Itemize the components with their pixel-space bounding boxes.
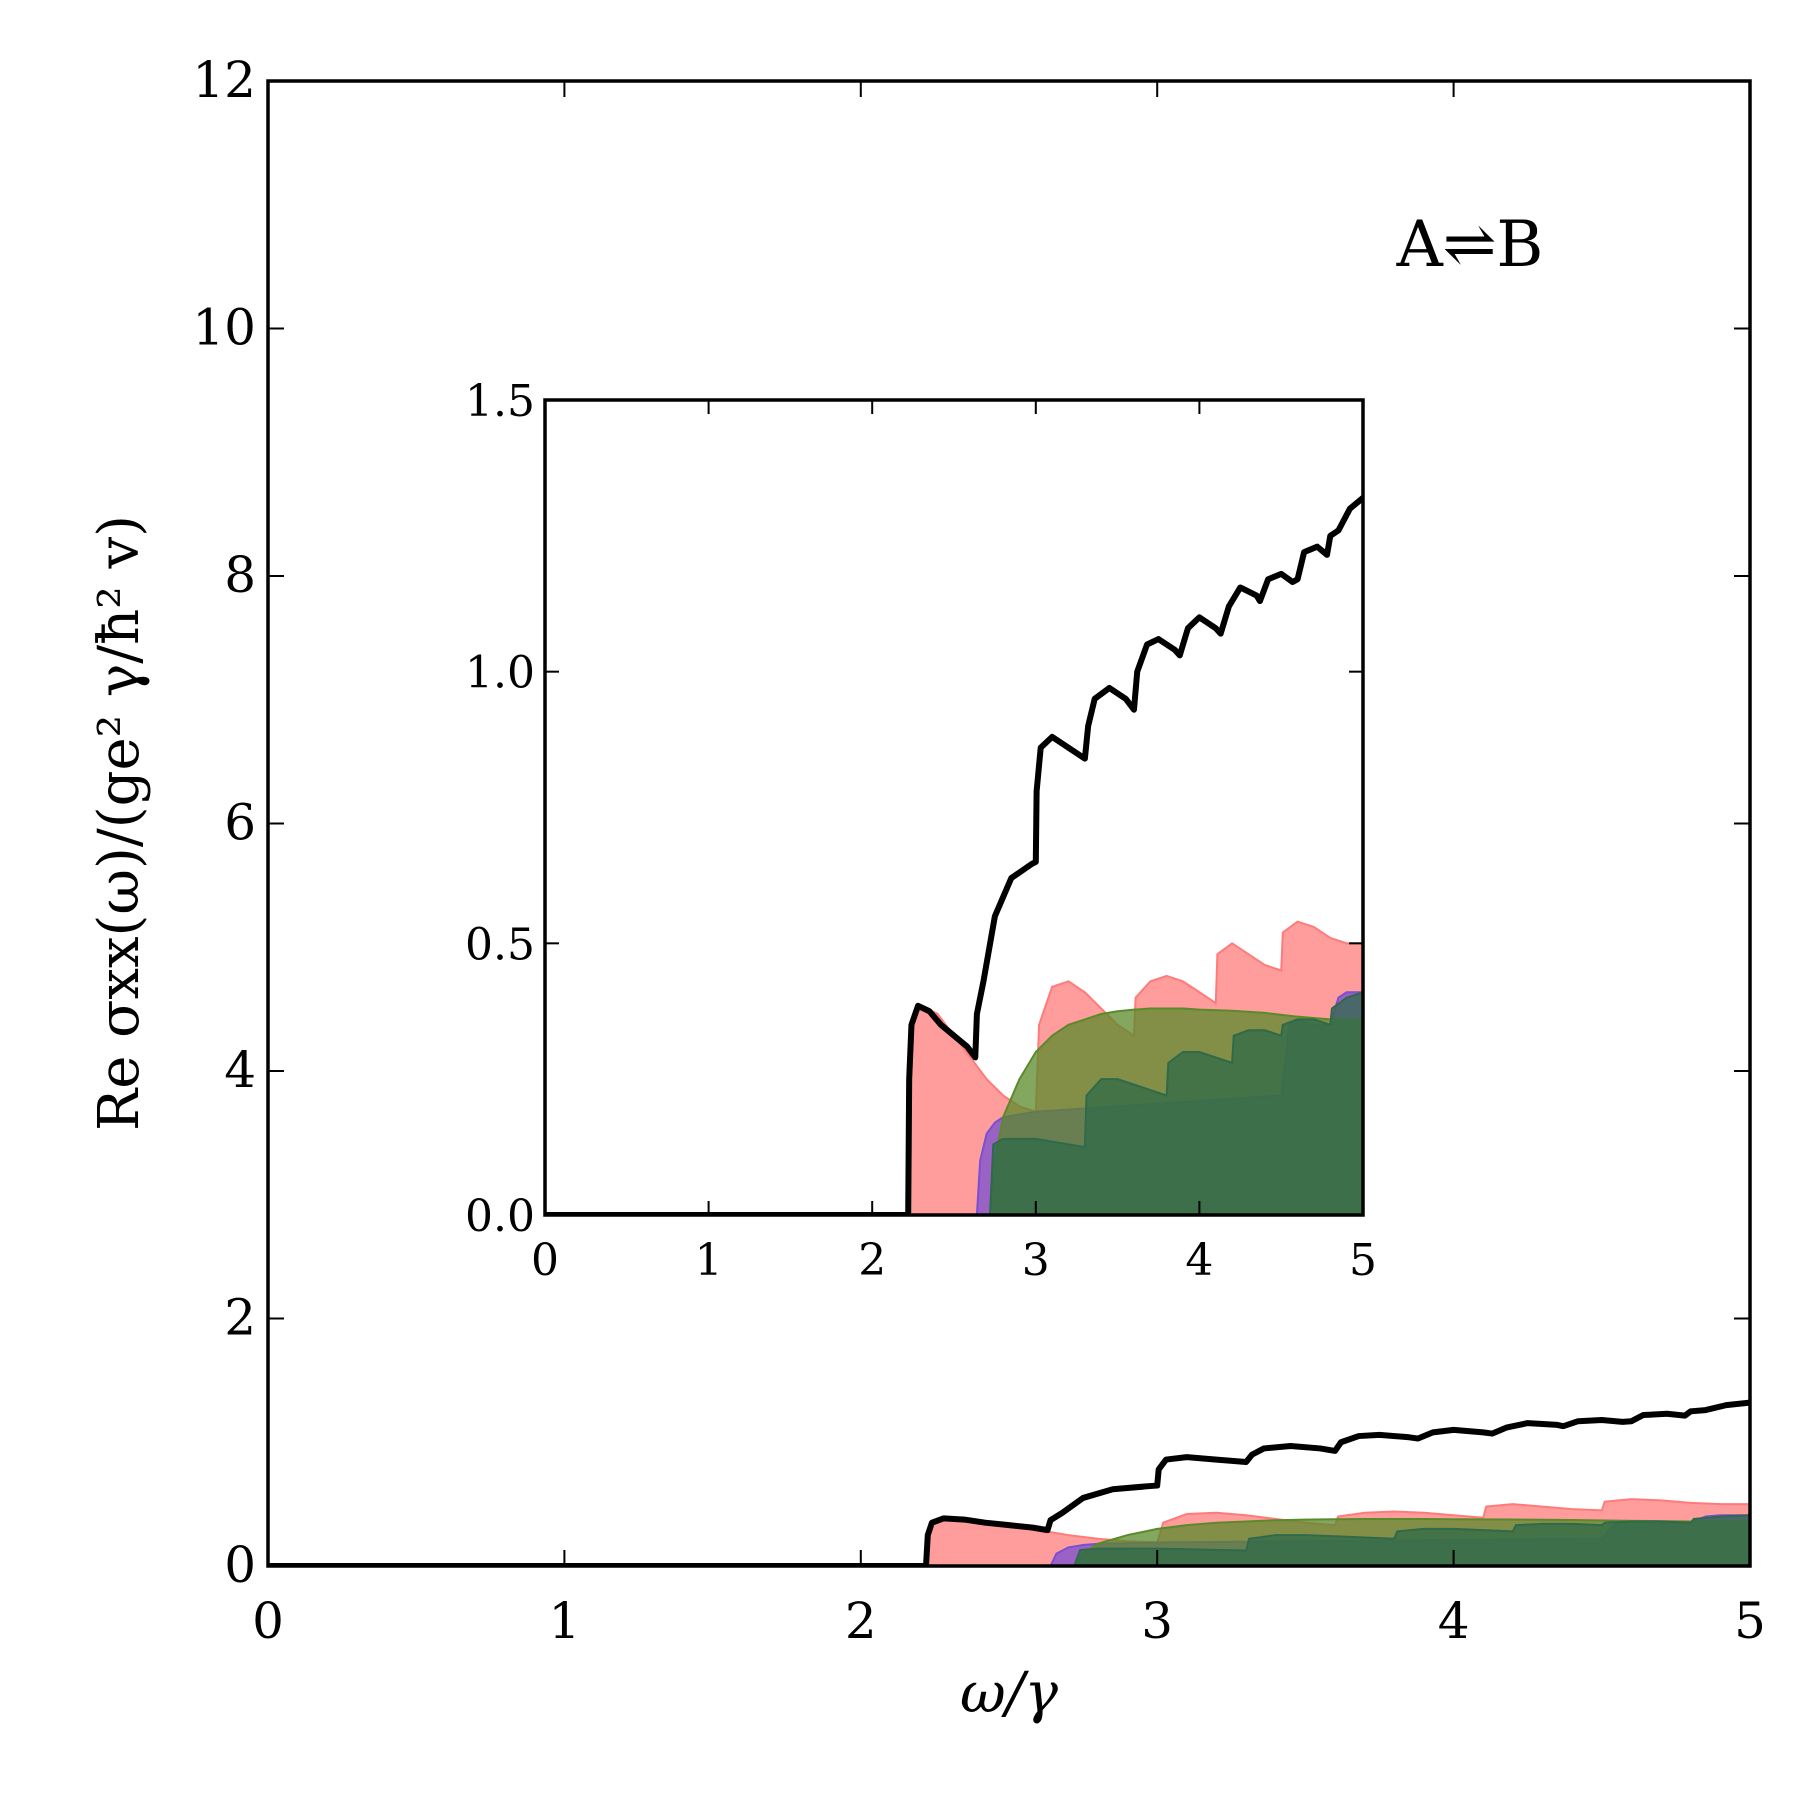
main-area-dark-green-component: [1073, 1514, 1750, 1566]
main-x-tick-label: 4: [1438, 1592, 1470, 1650]
main-x-tick-label: 2: [845, 1592, 877, 1650]
inset-y-tick-label: 1.5: [465, 376, 535, 427]
inset-series-group: [545, 494, 1363, 1215]
main-series-group: [268, 1399, 1750, 1566]
inset-x-tick-label: 3: [1022, 1235, 1050, 1286]
y-axis-label: Re σxx(ω)/(ge² γ/ħ² v): [87, 515, 152, 1131]
main-y-tick-label: 0: [224, 1536, 256, 1594]
inset-x-tick-label: 2: [858, 1235, 886, 1286]
main-ticks: [267, 80, 1751, 1567]
inset-x-tick-label: 0: [531, 1235, 559, 1286]
main-x-tick-labels: 0 1 2 3 4 5: [252, 1592, 1766, 1650]
inset-x-tick-labels: 0 1 2 3 4 5: [531, 1235, 1377, 1286]
main-y-tick-label: 12: [192, 51, 256, 109]
main-y-tick-label: 8: [224, 546, 256, 604]
inset-y-tick-labels: 0.0 0.5 1.0 1.5: [465, 376, 535, 1242]
x-axis-label: ω/γ: [960, 1661, 1059, 1726]
inset-area-dark-green-component: [988, 991, 1363, 1215]
inset-x-tick-label: 5: [1349, 1235, 1377, 1286]
inset-plot: 0 1 2 3 4 5 0.0 0.5 1.0 1.5: [465, 376, 1377, 1286]
inset-x-tick-label: 4: [1185, 1235, 1213, 1286]
inset-y-tick-label: 1.0: [465, 648, 535, 699]
main-y-tick-label: 2: [224, 1289, 256, 1347]
main-line-total: [268, 1399, 1750, 1566]
main-y-tick-label: 6: [224, 794, 256, 852]
inset-y-tick-label: 0.0: [465, 1191, 535, 1242]
main-x-tick-label: 5: [1734, 1592, 1766, 1650]
reaction-annotation: A⇌B: [1396, 208, 1544, 282]
main-x-tick-label: 1: [548, 1592, 580, 1650]
inset-x-tick-label: 1: [695, 1235, 723, 1286]
inset-y-tick-label: 0.5: [465, 919, 535, 970]
inset-frame: [543, 398, 1365, 1217]
inset-line-total: [545, 494, 1363, 1215]
inset-ticks: [544, 399, 1364, 1216]
main-x-tick-label: 0: [252, 1592, 284, 1650]
main-y-tick-labels: 0 2 4 6 8 10 12: [192, 51, 256, 1594]
main-y-tick-label: 4: [224, 1041, 256, 1099]
main-y-tick-label: 10: [192, 299, 256, 357]
main-x-tick-label: 3: [1141, 1592, 1173, 1650]
